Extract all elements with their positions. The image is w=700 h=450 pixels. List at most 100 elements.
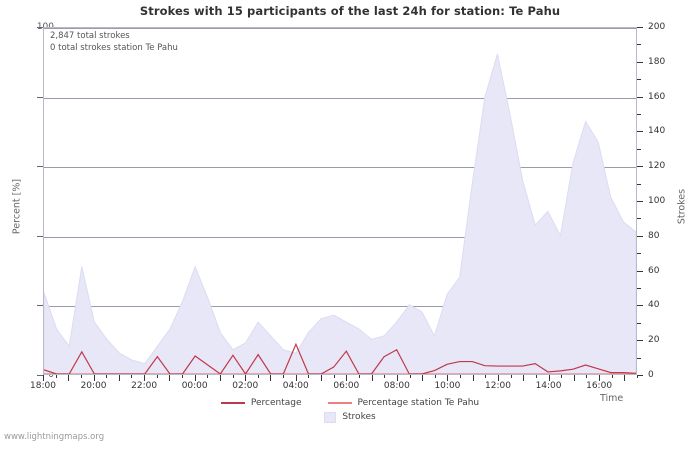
right-axis-tick-180 [637, 61, 643, 63]
left-axis-tick-40 [37, 235, 43, 237]
x-axis-tick-0230 [257, 375, 259, 378]
x-axis-tick-0130 [232, 375, 234, 378]
right-axis-tick-130 [637, 148, 641, 150]
gridline-20 [44, 306, 636, 308]
x-axis-tick-label-0600: 06:00 [333, 381, 360, 391]
x-axis-tick-0500 [321, 375, 323, 381]
x-axis-tick-2200 [144, 375, 146, 381]
x-axis-tick-0830 [409, 375, 411, 378]
x-axis-tick-1100 [472, 375, 474, 381]
right-axis-tick-label-80: 80 [648, 230, 660, 241]
right-axis-tick-label-0: 0 [648, 370, 654, 380]
x-axis-tick-1800 [43, 375, 44, 381]
legend-label-percentage: Percentage [250, 398, 302, 408]
x-axis-tick-label-1600: 16:00 [586, 381, 613, 391]
x-axis-tick-label-0800: 08:00 [383, 381, 410, 391]
gridline-40 [44, 236, 636, 238]
x-axis-tick-0730 [384, 375, 386, 378]
x-axis-tick-label-1000: 10:00 [434, 381, 461, 391]
x-axis-tick-1030 [460, 375, 462, 378]
right-axis-tick-90 [637, 218, 641, 220]
x-axis-tick-2330 [182, 375, 184, 378]
chart-legend: Percentage Percentage station Te Pahu St… [0, 396, 700, 424]
right-axis-tick-100 [637, 201, 643, 202]
right-axis-tick-label-180: 180 [648, 56, 666, 67]
right-axis-tick-label-100: 100 [648, 196, 666, 206]
right-axis-tick-110 [637, 183, 641, 185]
legend-swatch-strokes [324, 411, 337, 423]
legend-row-secondary: Strokes [0, 410, 700, 424]
right-axis-tick-30 [637, 322, 641, 324]
right-axis-tick-80 [637, 235, 643, 237]
x-axis-tick-1000 [447, 375, 449, 381]
left-axis-tick-0 [37, 375, 43, 376]
x-axis-tick-0300 [270, 375, 272, 381]
right-axis-tick-170 [637, 79, 641, 81]
right-axis-tick-label-140: 140 [648, 126, 666, 137]
right-axis-tick-70 [637, 253, 641, 255]
x-axis-tick-0800 [396, 375, 398, 381]
x-axis-tick-2030 [106, 375, 108, 378]
left-axis-tick-20 [37, 305, 43, 307]
x-axis-tick-1700 [624, 375, 626, 381]
right-axis-tick-20 [637, 340, 643, 342]
legend-item-strokes[interactable]: Strokes [324, 411, 376, 423]
x-axis-tick-0530 [333, 375, 335, 378]
x-axis-tick-label-2000: 20:00 [80, 381, 107, 391]
annotation-station-strokes: 0 total strokes station Te Pahu [50, 43, 178, 53]
x-axis-tick-0000 [194, 375, 196, 381]
left-axis-title: Percent [%] [11, 178, 23, 235]
left-axis-tick-60 [37, 166, 43, 168]
x-axis-tick-0100 [219, 375, 221, 381]
right-axis-tick-150 [637, 114, 641, 115]
right-axis-tick-50 [637, 288, 641, 289]
annotation-block: 2,847 total strokes 0 total strokes stat… [50, 30, 178, 54]
right-axis-tick-60 [637, 270, 643, 272]
x-axis-tick-2130 [131, 375, 133, 378]
gridline-100 [44, 28, 636, 29]
strokes-area-series [44, 53, 636, 374]
right-axis-tick-190 [637, 44, 641, 46]
x-axis-tick-1130 [485, 375, 487, 378]
left-axis-tick-100 [37, 27, 43, 28]
left-axis-tick-80 [37, 96, 43, 98]
legend-label-strokes: Strokes [342, 412, 376, 422]
legend-item-percentage-station[interactable]: Percentage station Te Pahu [327, 398, 480, 408]
right-axis-title: Strokes [676, 188, 688, 225]
x-axis-tick-1900 [68, 375, 70, 381]
right-axis-tick-label-200: 200 [648, 22, 666, 32]
x-axis-tick-0400 [295, 375, 297, 381]
right-axis-tick-200 [637, 27, 643, 28]
percentage-line-series [44, 342, 636, 374]
left-axis-tick-label-0: 0 [48, 370, 54, 380]
watermark: www.lightningmaps.org [4, 432, 105, 442]
plot-area: 2,847 total strokes 0 total strokes stat… [43, 27, 637, 375]
x-axis-tick-2230 [156, 375, 158, 378]
right-axis-tick-label-160: 160 [648, 91, 666, 102]
right-axis-tick-label-60: 60 [648, 265, 660, 276]
x-axis-tick-label-0400: 04:00 [282, 381, 309, 391]
x-axis-tick-1600 [599, 375, 601, 381]
legend-label-percentage-station: Percentage station Te Pahu [357, 398, 480, 408]
x-axis-tick-2100 [118, 375, 120, 381]
x-axis-tick-0600 [346, 375, 348, 381]
x-axis-tick-label-1400: 14:00 [535, 381, 562, 391]
x-axis-tick-label-2200: 22:00 [131, 381, 158, 391]
legend-swatch-percentage [220, 402, 245, 404]
right-axis-tick-0 [637, 375, 643, 376]
x-axis-tick-label-0000: 00:00 [181, 381, 208, 391]
legend-item-percentage[interactable]: Percentage [220, 398, 302, 408]
x-axis-tick-0900 [422, 375, 424, 381]
x-axis-tick-0030 [207, 375, 209, 378]
right-axis-tick-label-40: 40 [648, 300, 660, 311]
legend-swatch-percentage-station [327, 402, 352, 404]
gridline-60 [44, 167, 636, 169]
right-axis-tick-120 [637, 166, 643, 168]
x-axis-tick-1530 [586, 375, 588, 378]
right-axis-tick-160 [637, 96, 643, 98]
right-axis-tick-label-120: 120 [648, 161, 666, 172]
x-axis-tick-label-1800: 18:00 [30, 381, 56, 391]
x-axis-tick-2300 [169, 375, 171, 381]
annotation-total-strokes: 2,847 total strokes [50, 31, 130, 41]
